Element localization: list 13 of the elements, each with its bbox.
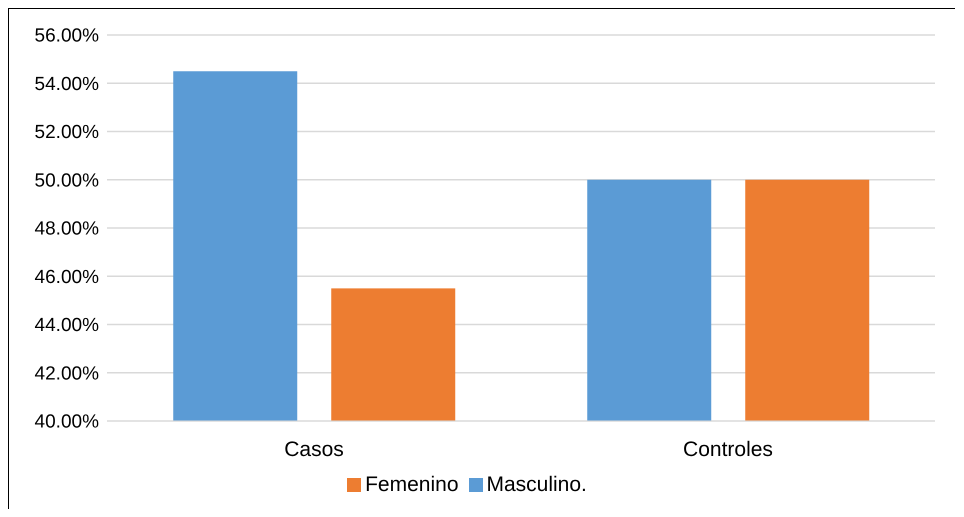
legend-label: Masculino.: [486, 473, 587, 496]
y-tick-label: 52.00%: [34, 122, 100, 144]
y-tick-label: 46.00%: [34, 266, 100, 288]
y-tick-label: 56.00%: [34, 26, 100, 47]
y-tick-label: 40.00%: [34, 412, 100, 433]
y-tick-label: 42.00%: [34, 363, 100, 384]
y-tick-label: 54.00%: [34, 74, 100, 95]
x-tick-label: Casos: [284, 438, 344, 461]
y-tick-label: 48.00%: [34, 218, 100, 240]
x-tick-label: Controles: [683, 438, 773, 461]
legend-label: Femenino: [365, 473, 458, 496]
y-tick-label: 50.00%: [34, 170, 100, 192]
y-tick-label: 44.00%: [34, 315, 100, 336]
